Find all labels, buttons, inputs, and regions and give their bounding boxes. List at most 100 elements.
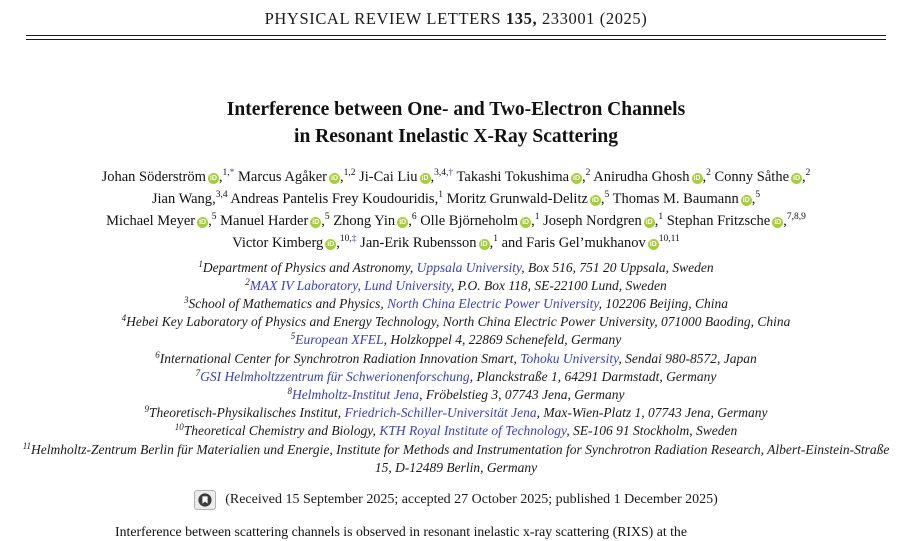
affiliation-text: , 102206 Beijing, China: [598, 295, 729, 311]
affiliation-link[interactable]: European XFEL: [295, 332, 384, 348]
orcid-icon[interactable]: iD: [207, 172, 219, 184]
author-name: Joseph Nordgren: [543, 212, 642, 229]
orcid-icon[interactable]: iD: [740, 194, 752, 206]
affiliation-number: 10: [174, 422, 184, 433]
orcid-icon[interactable]: iD: [571, 172, 583, 184]
author-affil-sup: 1: [534, 211, 540, 222]
affiliation-text: , P.O. Box 118, SE-22100 Lund, Sweden: [450, 277, 667, 293]
author-affil-sup: 7,8,9: [786, 211, 806, 222]
orcid-icon[interactable]: iD: [643, 216, 655, 228]
author-name: Zhong Yin: [333, 212, 396, 229]
author-name: Takashi Tokushima: [456, 168, 570, 185]
affiliation-link[interactable]: KTH Royal Institute of Technology: [379, 423, 567, 439]
author-comma: ,: [582, 168, 586, 185]
abstract-first-line: Interference between scattering channels…: [115, 523, 687, 539]
affiliation-text: Helmholtz-Zentrum Berlin für Materialien…: [31, 441, 890, 475]
affiliation-link[interactable]: Uppsala University: [416, 259, 522, 275]
orcid-icon[interactable]: iD: [772, 216, 784, 228]
author-affil-sup: 2: [585, 167, 591, 178]
author-name: Thomas M. Baumann: [612, 190, 739, 207]
author-comma: ,: [600, 190, 605, 207]
affiliation-number: 11: [22, 440, 32, 451]
author-affil-sup: 3,4,†: [434, 167, 454, 178]
footnote-marker[interactable]: †: [448, 167, 454, 178]
author-name: Olle Björneholm: [420, 212, 519, 229]
footnote-marker[interactable]: *: [229, 167, 235, 178]
author-comma: ,: [336, 234, 340, 251]
affiliation-number: 7: [195, 367, 201, 378]
author-name: Ji-Cai Liu: [359, 168, 418, 185]
author-affil-sup: 5: [324, 211, 330, 222]
orcid-icon[interactable]: iD: [310, 216, 322, 228]
author-name: Marcus Agåker: [238, 168, 328, 185]
affiliation-line: 10Theoretical Chemistry and Biology, KTH…: [16, 422, 896, 440]
author-name: Stephan Fritzsche: [666, 212, 771, 229]
paper-title-line1: Interference between One- and Two-Electr…: [226, 98, 686, 120]
author-comma: ,: [212, 190, 216, 207]
affiliation-number: 6: [155, 349, 160, 360]
orcid-icon[interactable]: iD: [520, 216, 532, 228]
author-comma: ,: [208, 212, 212, 229]
affiliation-line: 5European XFEL, Holzkoppel 4, 22869 Sche…: [16, 331, 896, 349]
orcid-icon[interactable]: iD: [478, 238, 490, 250]
affiliation-link[interactable]: Helmholtz-Institut Jena: [291, 386, 420, 402]
orcid-icon[interactable]: iD: [647, 238, 659, 250]
author-name: Conny Såthe: [714, 168, 790, 185]
affiliation-link[interactable]: Friedrich-Schiller-Universität Jena: [344, 405, 537, 421]
footnote-marker[interactable]: ‡: [351, 233, 357, 244]
affiliation-line: 11Helmholtz-Zentrum Berlin für Materiali…: [16, 441, 896, 477]
author-affil-sup: 1: [493, 233, 498, 244]
affiliation-text: , Sendai 980-8572, Japan: [618, 350, 757, 366]
author-name: Jan-Erik Rubensson: [360, 234, 477, 251]
orcid-icon[interactable]: iD: [329, 172, 341, 184]
affiliation-number: 3: [183, 294, 189, 305]
affiliation-number: 1: [198, 258, 203, 269]
crossmark-icon[interactable]: [194, 489, 217, 510]
received-row: (Received 15 September 2025; accepted 27…: [0, 489, 912, 510]
author-name: Johan Söderström: [101, 168, 206, 185]
orcid-icon[interactable]: iD: [791, 172, 803, 184]
affiliation-text: Hebei Key Laboratory of Physics and Ener…: [126, 314, 791, 330]
author-affil-sup: 3,4: [215, 189, 228, 200]
orcid-icon[interactable]: iD: [325, 238, 337, 250]
author-comma: ,: [408, 212, 412, 229]
affiliation-link[interactable]: Tohoku University: [520, 350, 619, 366]
author-and-prefix: and: [501, 234, 527, 251]
affiliation-line: 4Hebei Key Laboratory of Physics and Ene…: [16, 313, 896, 331]
author-comma: ,: [531, 212, 535, 229]
author-comma: ,: [434, 190, 439, 207]
affiliation-line: 8Helmholtz-Institut Jena, Fröbelstieg 3,…: [16, 386, 896, 404]
affiliation-link[interactable]: MAX IV Laboratory, Lund University: [249, 277, 451, 293]
affiliation-text: School of Mathematics and Physics,: [188, 295, 388, 311]
affiliation-link[interactable]: GSI Helmholtzzentrum für Schwerionenfors…: [200, 368, 470, 384]
author-affil-sup: 10,‡: [339, 233, 357, 244]
author-affil-sup: 1: [658, 211, 664, 222]
author-name: Victor Kimberg: [232, 234, 324, 251]
affiliation-number: 2: [245, 276, 250, 287]
orcid-icon[interactable]: iD: [419, 172, 431, 184]
affiliation-text: , SE-106 91 Stockholm, Sweden: [566, 423, 738, 439]
author-line: Jian Wang,3,4 Andreas Pantelis Frey Koud…: [0, 188, 912, 210]
orcid-icon[interactable]: iD: [589, 194, 601, 206]
affiliation-number: 8: [287, 385, 292, 396]
author-comma: ,: [340, 168, 344, 185]
author-line: Johan Söderström iD ,1,* Marcus Agåker iD ,1…: [0, 166, 912, 188]
journal-volume: 135,: [505, 9, 538, 28]
orcid-icon[interactable]: iD: [397, 216, 409, 228]
affiliation-text: , Max-Wien-Platz 1, 07743 Jena, Germany: [536, 405, 768, 421]
orcid-icon[interactable]: iD: [197, 216, 209, 228]
author-affil-sup: 1,2: [343, 167, 356, 178]
affiliation-text: Theoretisch-Physikalisches Institut,: [148, 405, 345, 421]
affiliation-number: 9: [144, 404, 149, 415]
affiliation-link[interactable]: North China Electric Power University: [387, 295, 599, 311]
orcid-icon[interactable]: iD: [691, 172, 703, 184]
affiliation-text: , Box 516, 751 20 Uppsala, Sweden: [521, 259, 714, 275]
author-block: Johan Söderström iD ,1,* Marcus Agåker iD ,1…: [0, 166, 912, 254]
affiliation-line: 7GSI Helmholtzzentrum für Schwerionenfor…: [16, 368, 896, 386]
author-name: Anirudha Ghosh: [593, 168, 690, 185]
journal-header: PHYSICAL REVIEW LETTERS 135, 233001 (202…: [0, 0, 912, 29]
author-name: Moritz Grunwald-Delitz: [446, 190, 588, 207]
author-affil-sup: 2: [706, 167, 711, 178]
affiliation-text: Department of Physics and Astronomy,: [202, 259, 417, 275]
